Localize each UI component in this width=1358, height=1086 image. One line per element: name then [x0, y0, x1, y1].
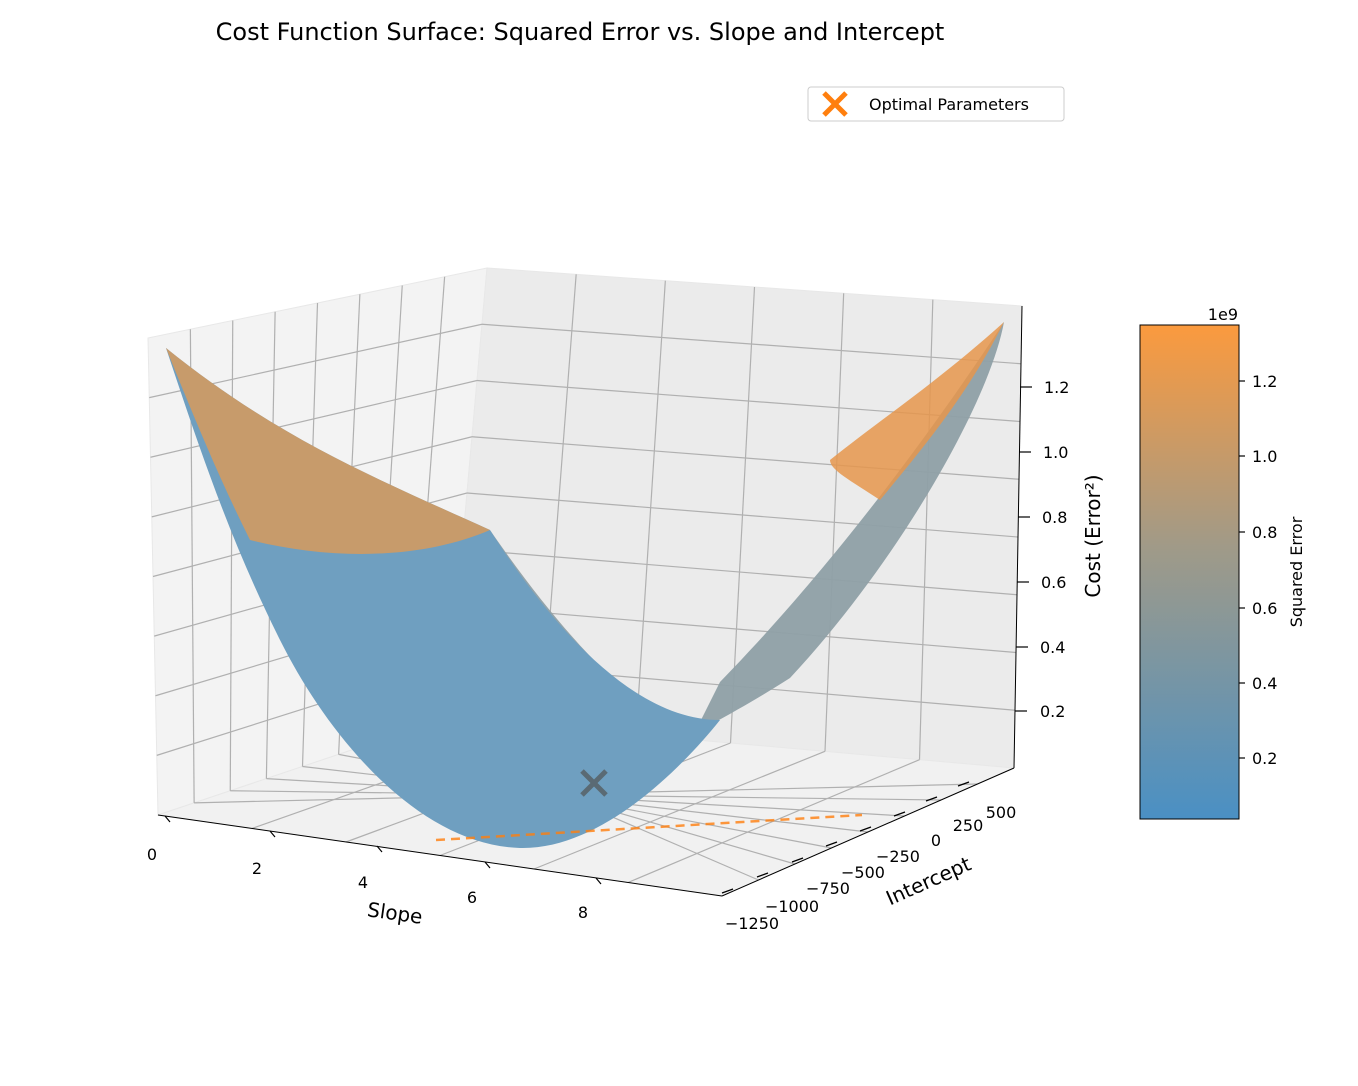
y-tick-label: −500 [841, 863, 885, 882]
x-axis-label: Slope [366, 897, 424, 928]
surface-right-wing [490, 322, 1004, 780]
grid-line-back-vertical [635, 280, 666, 735]
y-tick-label: 0 [931, 831, 941, 850]
x-tick-label: 2 [252, 859, 262, 878]
y-tick-label: −250 [876, 847, 920, 866]
z-tick-label: 0.8 [1042, 508, 1067, 527]
optimal-intercept-line [435, 813, 863, 842]
y-ticks: −1250 −1000 −750 −500 −250 0 250 500 [721, 781, 1017, 933]
chart-title: Cost Function Surface: Squared Error vs.… [216, 18, 945, 46]
colorbar-gradient [1139, 324, 1240, 820]
x-tick-label: 6 [467, 888, 477, 907]
x-tick-label: 4 [358, 873, 368, 892]
colorbar-tick-label: 1.2 [1252, 372, 1277, 391]
colorbar-ticks: 0.2 0.4 0.6 0.8 1.0 1.2 [1239, 372, 1277, 768]
y-tick-label: 500 [986, 803, 1017, 822]
surface-upper-orange [166, 348, 490, 554]
z-axis-label: Cost (Error²) [1081, 474, 1105, 597]
y-tick-label: −1250 [725, 914, 779, 933]
x-tick-label: 8 [578, 903, 588, 922]
colorbar-tick-label: 1.0 [1252, 447, 1277, 466]
colorbar: 1e9 0.2 0.4 0.6 0.8 1.0 1.2 Squared Erro… [1139, 305, 1306, 820]
grid-line-back-vertical [824, 293, 845, 752]
colorbar-tick-label: 0.6 [1252, 599, 1277, 618]
legend-marker [822, 91, 848, 117]
z-axis-line [1013, 305, 1023, 769]
legend: Optimal Parameters [807, 86, 1065, 122]
y-tick-label: −1000 [765, 897, 819, 916]
z-tick-label: 1.2 [1044, 378, 1069, 397]
colorbar-tick-label: 0.4 [1252, 674, 1277, 693]
legend-label: Optimal Parameters [869, 95, 1029, 114]
colorbar-tick-label: 0.8 [1252, 523, 1277, 542]
colorbar-offset-text: 1e9 [1208, 305, 1238, 324]
y-tick-label: 250 [953, 816, 984, 835]
z-tick-label: 0.6 [1041, 573, 1066, 592]
colorbar-tick-label: 0.2 [1252, 749, 1277, 768]
grid-line-back-vertical [918, 299, 934, 760]
colorbar-label: Squared Error [1287, 516, 1306, 627]
y-axis-line [721, 767, 1015, 897]
x-tick-label: 0 [147, 845, 157, 864]
y-tick-label: −750 [806, 879, 850, 898]
z-ticks: 0.2 0.4 0.6 0.8 1.0 1.2 [1015, 378, 1069, 721]
cost-surface [166, 322, 1004, 849]
optimal-marker [580, 769, 608, 797]
x-axis-line [157, 814, 723, 897]
surface-right-orange [830, 322, 1004, 500]
z-tick-label: 0.2 [1040, 702, 1065, 721]
x-ticks: 0 2 4 6 8 [147, 815, 602, 922]
z-tick-label: 0.4 [1040, 638, 1065, 657]
z-tick-label: 1.0 [1043, 443, 1068, 462]
